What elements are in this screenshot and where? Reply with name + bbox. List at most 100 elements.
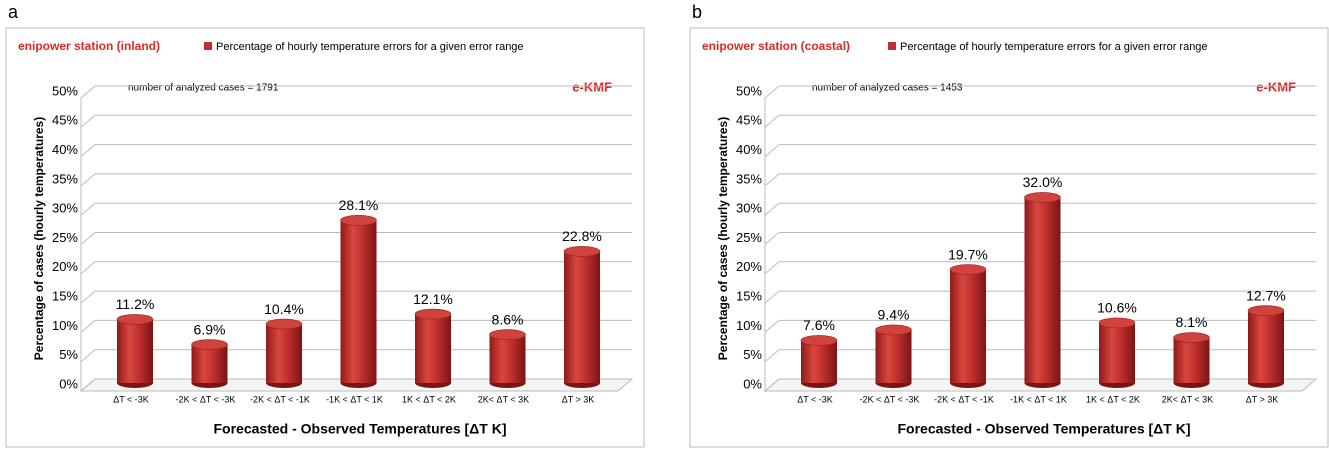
bar (340, 220, 377, 383)
value-label: 19.7% (948, 246, 988, 262)
x-tick-label: 1K < ΔT < 2K (1086, 394, 1140, 404)
bar (1173, 337, 1210, 383)
x-tick-label: ΔT > 3K (562, 394, 595, 404)
x-tick-label: ΔT < -3K (113, 394, 149, 404)
bar (266, 324, 302, 383)
grid-line-side (764, 114, 780, 128)
model-label: e-KMF (1256, 79, 1296, 94)
y-tick-label: 25% (736, 230, 762, 245)
grid-line-side (80, 290, 96, 304)
y-tick-label: 15% (52, 289, 78, 304)
x-tick-label: -2K < ΔT < -3K (176, 394, 236, 404)
bar-top (563, 246, 601, 257)
y-tick-label: 35% (736, 171, 762, 186)
value-label: 12.7% (1246, 287, 1286, 303)
bar-top (875, 324, 912, 336)
x-tick-label: 2K< ΔT < 3K (478, 394, 529, 404)
value-label: 9.4% (878, 307, 910, 323)
x-tick-label: -1K < ΔT < 1K (1010, 394, 1067, 404)
grid-line-side (764, 290, 780, 304)
grid-line-side (80, 202, 96, 216)
bar (1099, 322, 1135, 383)
legend-label: Percentage of hourly temperature errors … (900, 41, 1208, 53)
grid-line-side (80, 85, 96, 99)
bar-top (1024, 192, 1061, 203)
annotation: number of analyzed cases = 1453 (812, 83, 963, 94)
value-label: 28.1% (339, 197, 379, 213)
bar (117, 319, 153, 383)
value-label: 32.0% (1023, 174, 1063, 190)
value-label: 10.4% (264, 301, 304, 317)
y-tick-label: 25% (52, 230, 78, 245)
bar-top (1247, 305, 1285, 316)
bar-top (116, 314, 154, 325)
y-tick-label: 30% (52, 201, 78, 216)
legend-label: Percentage of hourly temperature errors … (216, 41, 524, 53)
x-tick-label: ΔT > 3K (1246, 394, 1279, 404)
x-tick-label: 2K< ΔT < 3K (1162, 394, 1213, 404)
grid-line-side (764, 378, 780, 392)
bar-top (414, 308, 452, 320)
bar (950, 269, 986, 383)
grid-line-side (764, 85, 780, 99)
panel-label: a (8, 2, 19, 22)
value-label: 11.2% (116, 296, 155, 312)
y-tick-label: 45% (52, 113, 78, 128)
legend-swatch (888, 42, 896, 50)
y-tick-label: 10% (736, 318, 762, 333)
y-tick-label: 15% (736, 289, 762, 304)
x-tick-label: ΔT < -3K (797, 394, 833, 404)
x-axis-label: Forecasted - Observed Temperatures [ΔT K… (898, 421, 1191, 437)
grid-line-side (80, 378, 96, 392)
value-label: 7.6% (803, 317, 835, 333)
legend-swatch (204, 42, 212, 50)
bar (489, 334, 526, 383)
x-axis-label: Forecasted - Observed Temperatures [ΔT K… (214, 421, 507, 437)
bar (875, 329, 912, 383)
panel-border (689, 27, 1329, 448)
chart-title: enipower station (inland) (18, 39, 160, 53)
value-label: 12.1% (413, 291, 453, 307)
bar-top (1173, 332, 1210, 343)
grid-line-side (764, 232, 780, 245)
value-label: 22.8% (562, 228, 602, 244)
y-tick-label: 20% (52, 259, 78, 274)
y-tick-label: 5% (743, 347, 762, 362)
model-label: e-KMF (572, 79, 612, 94)
x-tick-label: -2K < ΔT < -1K (250, 394, 310, 404)
grid-line-side (764, 173, 780, 187)
grid-line-side (764, 261, 780, 275)
x-tick-label: -2K < ΔT < -3K (860, 394, 920, 404)
bar-top (191, 339, 228, 350)
chart-title: enipower station (coastal) (702, 39, 850, 53)
grid-line-side (80, 232, 96, 245)
bar-top (1098, 317, 1136, 329)
y-axis-label: Percentage of cases (hourly temperatures… (716, 117, 730, 360)
y-tick-label: 20% (736, 259, 762, 274)
y-tick-label: 40% (736, 142, 762, 157)
y-tick-label: 35% (52, 171, 78, 186)
value-label: 6.9% (194, 321, 226, 337)
value-label: 8.6% (492, 311, 524, 327)
bar (564, 251, 600, 383)
y-axis-label: Percentage of cases (hourly temperatures… (32, 117, 46, 360)
grid-line-side (80, 144, 96, 157)
panel-border (5, 27, 645, 448)
grid-line-side (80, 173, 96, 187)
annotation: number of analyzed cases = 1791 (128, 83, 279, 94)
bar (1248, 310, 1284, 383)
bar-top (800, 335, 838, 346)
x-tick-label: -2K < ΔT < -1K (934, 394, 994, 404)
y-tick-label: 40% (52, 142, 78, 157)
panel-label: b (692, 2, 702, 22)
y-tick-label: 0% (59, 376, 78, 391)
bar-top (265, 318, 303, 330)
grid-line-side (80, 261, 96, 275)
bar-top (489, 329, 526, 340)
bar (415, 314, 451, 383)
bar (801, 340, 837, 383)
bar (1024, 197, 1061, 383)
y-tick-label: 45% (736, 113, 762, 128)
